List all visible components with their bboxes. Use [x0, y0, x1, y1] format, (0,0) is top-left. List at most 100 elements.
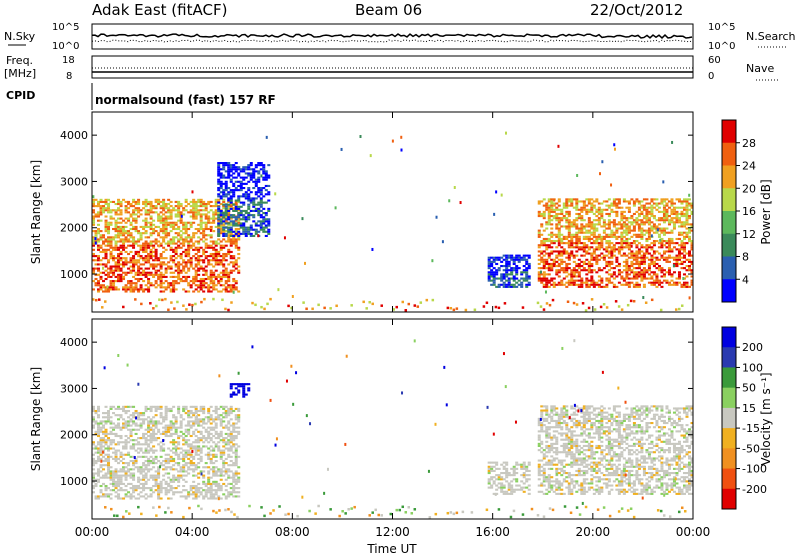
heatmap-cell [237, 174, 241, 177]
heatmap-cell [229, 290, 233, 293]
heatmap-cell [99, 441, 103, 444]
heatmap-cell [109, 284, 113, 287]
heatmap-cell [109, 407, 113, 410]
heatmap-cell [227, 277, 231, 281]
heatmap-cell [607, 212, 611, 216]
heatmap-cell [507, 256, 511, 259]
heatmap-cell [244, 232, 248, 235]
heatmap-cell [520, 256, 524, 259]
heatmap-cell [560, 281, 564, 284]
heatmap-cell [207, 259, 211, 262]
heatmap-cell [247, 168, 251, 171]
heatmap-cell [147, 257, 151, 260]
heatmap-cell [214, 445, 218, 448]
heatmap-cell [179, 280, 183, 283]
heatmap-cell [645, 221, 649, 224]
heatmap-cell [662, 212, 666, 216]
heatmap-cell [592, 258, 596, 261]
heatmap-cell [214, 405, 218, 408]
heatmap-cell [177, 480, 181, 483]
heatmap-cell [227, 432, 231, 435]
heatmap-cell [620, 308, 624, 311]
heatmap-cell [672, 221, 676, 224]
heatmap-cell [192, 277, 196, 281]
heatmap-cell [217, 211, 221, 214]
heatmap-cell [224, 437, 228, 440]
heatmap-cell [267, 199, 271, 202]
heatmap-cell [202, 282, 206, 285]
heatmap-cell [122, 238, 126, 241]
heatmap-cell [154, 240, 158, 243]
heatmap-cell [119, 232, 123, 235]
heatmap-cell [237, 199, 241, 202]
heatmap-cell [172, 290, 176, 293]
heatmap-cell [129, 286, 133, 289]
heatmap-cell [620, 277, 624, 280]
heatmap-cell [164, 236, 168, 239]
heatmap-cell [605, 306, 609, 309]
heatmap-cell [194, 277, 198, 281]
heatmap-cell [99, 246, 103, 249]
heatmap-cell [567, 204, 571, 207]
heatmap-cell [590, 256, 594, 259]
heatmap-cell [162, 426, 166, 429]
heatmap-cell [672, 242, 676, 245]
heatmap-cell [550, 204, 554, 207]
heatmap-cell [209, 457, 213, 460]
heatmap-cell [214, 250, 218, 253]
heatmap-cell [555, 212, 559, 216]
heatmap-cell [487, 256, 491, 259]
heatmap-cell [142, 455, 146, 458]
heatmap-cell [179, 221, 183, 224]
heatmap-cell [257, 162, 261, 165]
heatmap-cell [247, 214, 251, 217]
heatmap-cell [137, 255, 141, 258]
heatmap-cell [134, 207, 138, 210]
heatmap-cell [144, 213, 148, 216]
heatmap-cell [157, 213, 161, 216]
heatmap-cell [254, 230, 258, 233]
heatmap-cell [142, 200, 146, 203]
heatmap-cell [640, 233, 644, 236]
heatmap-cell [662, 206, 666, 209]
heatmap-cell [104, 263, 108, 266]
heatmap-cell [119, 238, 123, 241]
heatmap-cell [142, 207, 146, 210]
heatmap-cell [687, 217, 691, 220]
heatmap-cell [562, 202, 566, 205]
heatmap-cell [137, 288, 141, 291]
heatmap-cell [682, 198, 686, 201]
heatmap-cell [204, 242, 208, 245]
heatmap-cell [542, 279, 546, 282]
colorbar-swatch [722, 211, 736, 235]
heatmap-cell [259, 187, 263, 190]
heatmap-cell [109, 242, 113, 245]
heatmap-cell [677, 271, 681, 274]
heatmap-cell [127, 271, 131, 274]
heatmap-cell [194, 428, 198, 431]
heatmap-cell [144, 441, 148, 444]
heatmap-cell [194, 451, 198, 454]
heatmap-cell [562, 206, 566, 209]
heatmap-cell [635, 223, 639, 226]
heatmap-cell [182, 478, 186, 481]
heatmap-cell [632, 267, 636, 270]
heatmap-cell [570, 254, 574, 257]
heatmap-cell [122, 405, 126, 408]
heatmap-cell [169, 441, 173, 444]
heatmap-cell [595, 219, 599, 222]
heatmap-cell [209, 405, 213, 408]
heatmap-cell [587, 200, 591, 203]
heatmap-cell [567, 221, 571, 224]
heatmap-cell [244, 195, 248, 198]
heatmap-cell [167, 308, 170, 312]
heatmap-cell [502, 254, 506, 257]
heatmap-cell [617, 200, 621, 203]
heatmap-cell [217, 447, 221, 450]
heatmap-cell [197, 223, 201, 226]
heatmap-cell [197, 447, 201, 450]
heatmap-cell [119, 497, 123, 500]
heatmap-cell [102, 263, 106, 266]
heatmap-cell [232, 236, 236, 239]
heatmap-cell [635, 219, 639, 222]
